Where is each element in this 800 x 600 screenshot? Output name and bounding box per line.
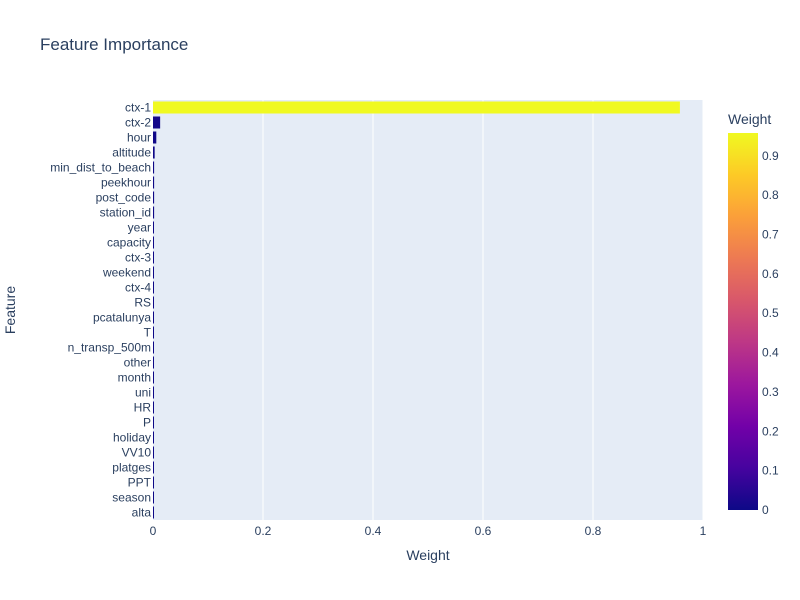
x-tick-label: 0.4 [365,524,382,538]
bar-station_id [153,206,155,219]
colorbar-tick-label: 0.1 [762,464,779,478]
y-tick-label: month [118,371,151,385]
x-tick-label: 0.6 [475,524,492,538]
y-tick-label: platges [112,461,151,475]
colorbar-tick-label: 0.9 [762,149,779,163]
x-tick-label: 1 [700,524,707,538]
bar-post_code [153,191,155,204]
y-tick-label: ctx-3 [125,251,151,265]
colorbar-tick-label: 0.4 [762,346,779,360]
bar-ctx-4 [153,281,154,294]
x-tick-label: 0.2 [255,524,272,538]
colorbar-tick-label: 0.8 [762,188,779,202]
colorbar-tick-label: 0.2 [762,424,779,438]
colorbar-title: Weight [728,111,771,127]
y-tick-label: alta [132,506,152,520]
y-tick-label: holiday [113,431,151,445]
bar-ctx-2 [153,116,161,129]
y-tick-label: station_id [100,206,151,220]
bar-n_transp_500m [153,341,154,354]
colorbar-tick-label: 0.7 [762,228,779,242]
bar-PPT [153,476,154,489]
bar-RS [153,296,154,309]
x-tick-labels: 0 0.2 0.4 0.6 0.8 1 [150,524,707,538]
y-tick-label: capacity [107,236,151,250]
bar-other [153,356,154,369]
y-tick-label: year [128,221,151,235]
bar-peekhour [153,176,155,189]
chart-title: Feature Importance [40,35,188,54]
y-tick-label: HR [134,401,152,415]
y-tick-label: pcatalunya [93,311,151,325]
bar-min_dist_to_beach [153,161,155,174]
y-tick-label: hour [127,131,151,145]
plot-area [153,100,703,520]
y-tick-label: VV10 [122,446,152,460]
bar-pcatalunya [153,311,154,324]
y-tick-label: P [143,416,151,430]
bar-T [153,326,154,339]
bar-season [153,491,154,504]
y-tick-label: min_dist_to_beach [50,161,151,175]
y-tick-label: RS [134,296,151,310]
bar-P [153,416,154,429]
colorbar-tick-label: 0 [762,503,769,517]
bar-HR [153,401,154,414]
y-tick-label: uni [135,386,151,400]
bar-uni [153,386,154,399]
bar-hour [153,131,157,144]
y-tick-label: season [112,491,151,505]
bar-ctx-3 [153,251,154,264]
y-tick-label: T [144,326,152,340]
y-tick-label: other [124,356,151,370]
colorbar-tick-label: 0.6 [762,267,779,281]
bar-month [153,371,154,384]
bar-capacity [153,236,154,249]
y-tick-label: ctx-4 [125,281,151,295]
bar-alta [153,506,154,519]
bar-VV10 [153,446,154,459]
y-tick-label: altitude [112,146,151,160]
colorbar-tick-label: 0.5 [762,306,779,320]
colorbar [728,133,758,510]
bar-weekend [153,266,154,279]
y-tick-label: PPT [128,476,152,490]
y-tick-label: ctx-2 [125,116,151,130]
gridlines [262,100,704,520]
y-tick-label: post_code [96,191,152,205]
bar-ctx-1 [153,101,680,114]
y-tick-label: peekhour [101,176,151,190]
x-tick-label: 0.8 [585,524,602,538]
y-tick-label: ctx-1 [125,101,151,115]
y-axis-title: Feature [2,286,18,334]
bar-year [153,221,154,234]
bars [153,101,680,519]
bar-platges [153,461,154,474]
x-tick-label: 0 [150,524,157,538]
bar-altitude [153,146,155,159]
y-tick-label: n_transp_500m [68,341,151,355]
x-axis-title: Weight [406,547,449,563]
colorbar-tick-label: 0.3 [762,385,779,399]
y-tick-label: weekend [102,266,151,280]
y-tick-labels: ctx-1ctx-2houraltitudemin_dist_to_beachp… [50,101,151,520]
bar-holiday [153,431,154,444]
colorbar-tick-labels: 0 0.1 0.2 0.3 0.4 0.5 0.6 0.7 0.8 0.9 [762,149,779,517]
